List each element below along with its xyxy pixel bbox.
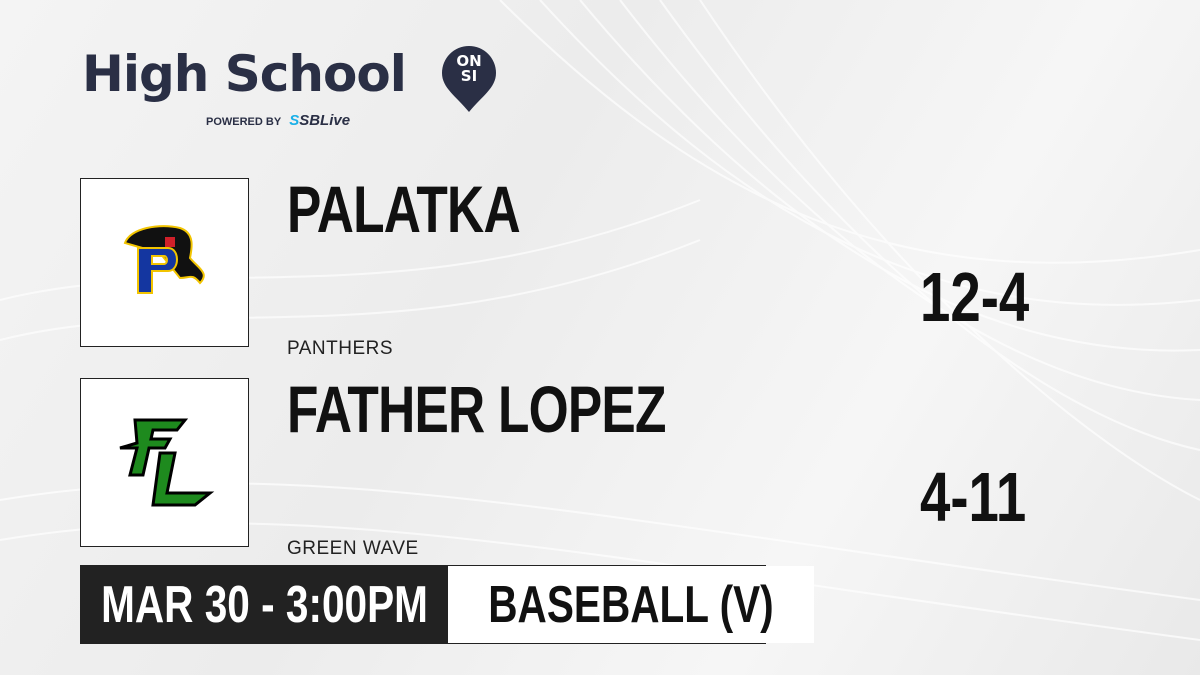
sblive-mark: S (289, 112, 300, 129)
away-team-mascot: GREEN WAVE (287, 538, 419, 559)
game-sport: BASEBALL (V) (448, 566, 814, 643)
palatka-logo (80, 178, 249, 347)
away-team-record: 4-11 (920, 458, 1027, 536)
home-team-mascot: PANTHERS (287, 338, 394, 359)
badge-bottom: SI (460, 67, 478, 85)
brand-title: High School (82, 45, 407, 103)
home-team-name: PALATKA (287, 172, 521, 246)
game-info-bar: MAR 30 - 3:00PM BASEBALL (V) (80, 565, 814, 644)
on-si-pin-icon: ON SI (442, 46, 496, 117)
powered-by-label: POWERED BY (206, 116, 282, 128)
father-lopez-logo (80, 378, 249, 547)
panther-icon (123, 224, 205, 294)
badge-top: ON (456, 52, 482, 70)
fl-monogram-icon (119, 418, 214, 507)
game-sport-text: BASEBALL (V) (488, 575, 774, 634)
brand-logo: High School ON SI POWERED BY SSBLive (82, 44, 496, 129)
sblive-logo: SSBLive (289, 112, 350, 129)
game-datetime-text: MAR 30 - 3:00PM (101, 575, 428, 634)
sblive-name: SBLive (299, 112, 351, 129)
powered-by: POWERED BY SSBLive (206, 112, 350, 129)
away-team-name: FATHER LOPEZ (287, 372, 666, 446)
home-team-record: 12-4 (920, 258, 1030, 336)
game-datetime: MAR 30 - 3:00PM (81, 566, 448, 643)
